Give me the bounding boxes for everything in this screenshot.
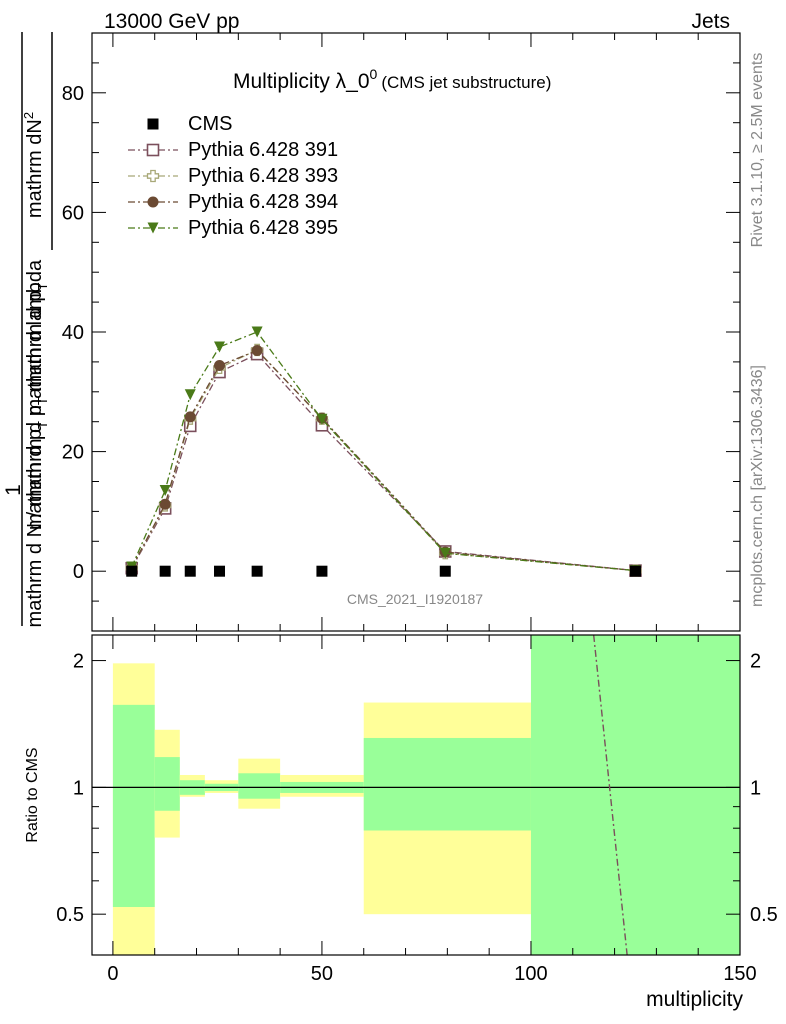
y-label-one: 1: [2, 484, 25, 496]
series-line: [131, 353, 636, 572]
series-point: [159, 498, 171, 510]
series-point: [184, 411, 196, 423]
series-point: [184, 389, 196, 401]
ratio-band-green: [363, 737, 531, 831]
cms-point: [251, 565, 263, 577]
x-axis-label: multiplicity: [646, 988, 743, 1011]
legend-label: CMS: [188, 113, 232, 135]
x-tick-label: 50: [311, 963, 333, 985]
side-mcplots-label: mcplots.cern.ch [arXiv:1306.3436]: [749, 365, 766, 607]
cms-point: [316, 565, 328, 577]
series-point: [316, 413, 328, 425]
series-line: [131, 331, 636, 572]
ratio-panel: 0.5 0.5 1 1 2 2 Ratio to CMS: [24, 634, 778, 956]
legend-marker: [146, 169, 160, 183]
series-line: [131, 349, 636, 572]
ratio-tick-label-right: 0.5: [750, 904, 778, 926]
series-cms: [126, 565, 641, 577]
legend: CMS Pythia 6.428 391 Pythia 6.428 393 Pythi…: [128, 113, 338, 239]
ratio-series-line: [592, 634, 628, 956]
legend-marker: [147, 222, 159, 234]
y-tick-label: 0: [73, 561, 84, 583]
legend-marker: [147, 118, 159, 130]
legend-marker: [147, 196, 159, 208]
ratio-frame: [91, 634, 741, 956]
header-energy: 13000 GeV pp: [104, 10, 239, 33]
legend-marker: [146, 143, 160, 157]
ratio-tick-label-left: 1: [73, 777, 84, 799]
cms-point: [214, 565, 226, 577]
series-2: [125, 343, 642, 577]
y-tick-label: 80: [62, 83, 84, 105]
series-point: [251, 326, 263, 338]
chart-title: Multiplicity λ_00 (CMS jet substructure): [233, 66, 551, 93]
cms-point: [439, 565, 451, 577]
cms-point: [126, 565, 138, 577]
main-panel: 0 20 40 60 80 Multiplicity λ_00 (CMS jet subs…: [62, 32, 741, 632]
x-tick-label: 150: [723, 963, 756, 985]
y-label-denominator: mathrm d pT mathrm d lambda: [24, 259, 50, 530]
analysis-watermark: CMS_2021_I1920187: [347, 591, 483, 607]
y-axis-label: 1 mathrm dN2 mathrm d pT mathrm d lambda…: [2, 32, 53, 628]
series-point: [159, 484, 171, 496]
y-tick-label: 60: [62, 202, 84, 224]
series-1: [125, 347, 642, 577]
x-tick-label: 0: [107, 963, 118, 985]
legend-item: Pythia 6.428 394: [128, 191, 338, 213]
legend-item: CMS: [147, 113, 232, 135]
cms-point: [159, 565, 171, 577]
legend-item: Pythia 6.428 391: [128, 139, 338, 161]
ratio-y-label: Ratio to CMS: [24, 747, 41, 842]
cms-point: [629, 565, 641, 577]
cms-point: [184, 565, 196, 577]
ratio-band-green: [530, 635, 740, 955]
legend-item: Pythia 6.428 393: [128, 165, 338, 187]
legend-item: Pythia 6.428 395: [128, 217, 338, 239]
ratio-band-green: [238, 773, 281, 799]
series-4: [126, 326, 641, 577]
y-tick-label: 40: [62, 322, 84, 344]
legend-label: Pythia 6.428 393: [188, 165, 338, 187]
series-line: [131, 349, 636, 572]
series-3: [126, 345, 641, 577]
series-point: [214, 359, 226, 371]
ratio-band-green: [112, 704, 155, 908]
side-rivet-label: Rivet 3.1.10, ≥ 2.5M events: [749, 53, 766, 248]
legend-label: Pythia 6.428 395: [188, 217, 338, 239]
x-tick-label: 100: [514, 963, 547, 985]
legend-label: Pythia 6.428 394: [188, 191, 338, 213]
ratio-tick-label-left: 2: [73, 651, 84, 673]
ratio-tick-label-right: 2: [750, 651, 761, 673]
ratio-tick-label-left: 0.5: [56, 904, 84, 926]
legend-label: Pythia 6.428 391: [188, 139, 338, 161]
ratio-band-green: [154, 757, 180, 811]
y-label-denominator-outer: mathrm d N / mathrm d pT mathrm d pT: [24, 283, 50, 628]
y-label-numerator: mathrm dN2: [21, 112, 46, 218]
series-point: [439, 547, 451, 559]
ratio-tick-label-right: 1: [750, 777, 761, 799]
series-point: [214, 341, 226, 353]
y-tick-label: 20: [62, 442, 84, 464]
header-process: Jets: [691, 10, 730, 33]
series-point: [251, 345, 263, 357]
